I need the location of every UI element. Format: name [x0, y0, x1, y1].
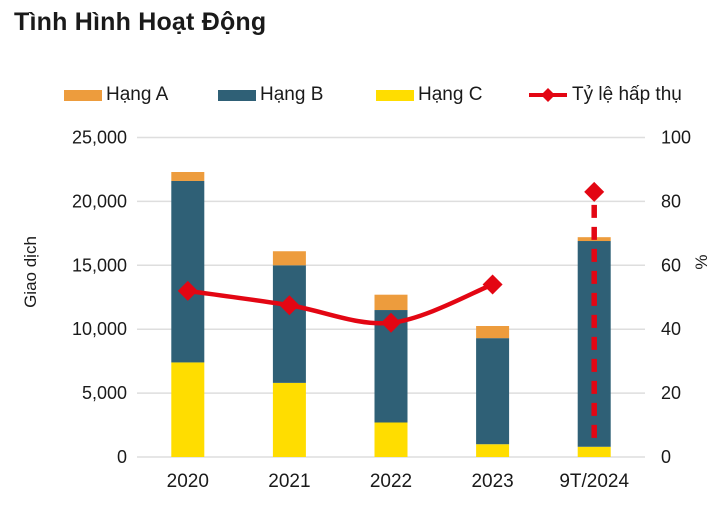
line-marker-diamond [482, 274, 503, 295]
line-diamond-marker-icon [529, 88, 567, 102]
bar-segment [171, 172, 205, 181]
line-marker-diamond [584, 181, 605, 202]
legend-label-hang-c: Hạng C [418, 84, 483, 105]
bar-segment [171, 180, 205, 363]
line-marker-diamond [177, 280, 198, 301]
bar-segment [374, 294, 408, 311]
legend-item-ty-le-hap-thu: Tỷ lệ hấp thụ [528, 83, 682, 107]
bar-segment [476, 444, 510, 457]
absorption-rate-line [185, 282, 495, 326]
legend-label-hang-a: Hạng A [106, 84, 169, 105]
left-axis-tick-label: 20,000 [72, 191, 127, 211]
legend-item-hang-c: Hạng C [376, 83, 482, 107]
bar-segment [476, 338, 510, 445]
chart-title: Tình Hình Hoạt Động [14, 8, 267, 36]
left-axis-tick-label: 10,000 [72, 319, 127, 339]
hang-c-swatch-icon [376, 89, 414, 101]
line-marker-diamond [381, 312, 401, 333]
legend-item-hang-b: Hạng B [218, 83, 323, 107]
left-axis-tick-label: 25,000 [72, 128, 127, 148]
legend-item-hang-a: Hạng A [64, 83, 168, 107]
right-axis-tick-label: 40 [661, 319, 681, 339]
category-label: 2021 [268, 471, 310, 492]
line-marker-diamond [279, 295, 300, 316]
left-axis-tick-label: 15,000 [72, 255, 127, 275]
bar-segment [577, 446, 611, 457]
hang-b-swatch-icon [218, 89, 256, 101]
right-axis-tick-label: 20 [661, 383, 681, 403]
bar-segment [272, 251, 306, 266]
right-axis-tick-label: 80 [661, 191, 681, 211]
bar-segment [374, 422, 408, 457]
category-label: 2020 [167, 471, 209, 492]
category-label: 2023 [471, 471, 513, 492]
right-axis-tick-label: 0 [661, 447, 671, 467]
legend-label-hang-b: Hạng B [260, 84, 324, 105]
hang-a-swatch-icon [64, 89, 102, 101]
bar-segment [476, 326, 510, 339]
category-label: 2022 [370, 471, 412, 492]
category-label: 9T/2024 [559, 471, 629, 492]
left-axis-tick-label: 0 [117, 447, 127, 467]
left-axis-tick-label: 5,000 [82, 383, 127, 403]
right-axis-tick-label: 60 [661, 255, 681, 275]
bar-segment [171, 362, 205, 457]
bar-segment [272, 265, 306, 383]
bar-segment [272, 382, 306, 457]
right-axis-tick-label: 100 [661, 128, 691, 148]
legend-label-ty-le-hap-thu: Tỷ lệ hấp thụ [572, 84, 682, 105]
legend: Hạng A Hạng B Hạng C Tỷ lệ hấp thụ [0, 83, 724, 107]
